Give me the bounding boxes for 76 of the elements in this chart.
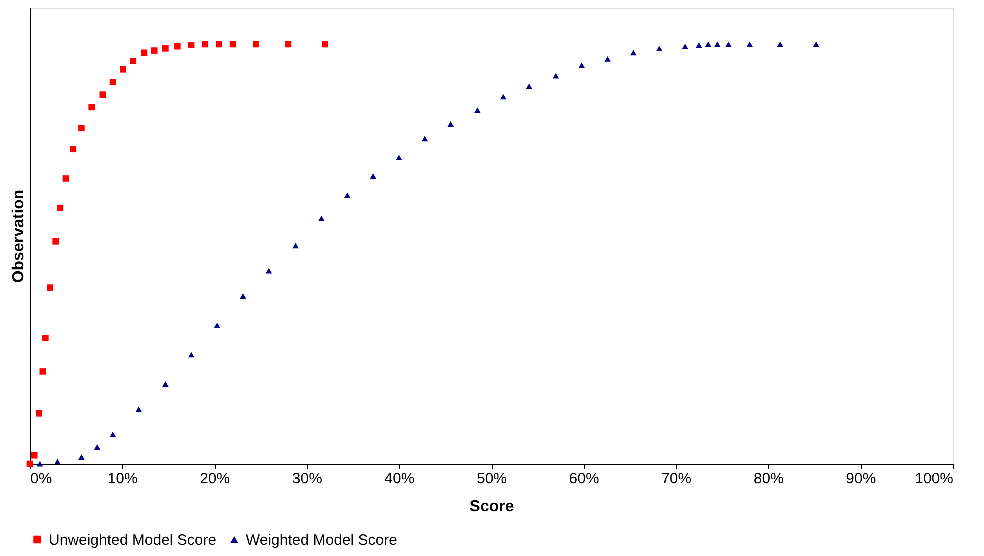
point (110, 79, 116, 86)
x-tick-label: 10% (108, 470, 138, 488)
legend-label: Unweighted Model Score (49, 532, 217, 549)
point (726, 42, 732, 48)
point (448, 121, 454, 127)
point (52, 238, 60, 245)
point (714, 42, 721, 48)
point (162, 382, 169, 388)
point (214, 322, 221, 328)
point (78, 125, 85, 132)
point (746, 42, 754, 48)
point (318, 216, 325, 222)
point (120, 66, 126, 73)
x-tick-label: 60% (569, 470, 600, 488)
point (31, 452, 38, 459)
point (705, 42, 712, 48)
x-tick-label: 30% (292, 470, 322, 488)
legend-label: Weighted Model Score (246, 532, 398, 549)
point (216, 41, 222, 48)
point (322, 41, 329, 48)
point (604, 56, 611, 62)
point (656, 46, 663, 52)
point (36, 410, 42, 417)
x-tick-label: 70% (662, 470, 692, 488)
x-tick-label: 90% (846, 470, 876, 488)
x-tick-label: 40% (384, 470, 415, 488)
point (88, 104, 96, 111)
point (136, 406, 142, 412)
x-axis-title: Score (470, 498, 514, 516)
point (422, 136, 428, 142)
y-axis-title: Observation (10, 190, 28, 284)
x-tick-label: 100% (915, 470, 954, 488)
point (54, 459, 61, 465)
point (266, 268, 272, 274)
point (682, 44, 688, 50)
point (141, 50, 148, 56)
point (62, 176, 70, 182)
x-tick-label: 80% (754, 470, 784, 488)
point (526, 84, 533, 90)
point (57, 204, 64, 212)
point (100, 92, 106, 98)
point (78, 454, 85, 460)
point (578, 62, 586, 68)
point (26, 460, 34, 468)
point (813, 42, 820, 48)
point (94, 444, 101, 450)
point (36, 461, 44, 467)
x-tick-label: 20% (200, 470, 230, 488)
point (252, 41, 260, 48)
x-tick-label: 50% (476, 470, 508, 488)
point (162, 46, 169, 52)
point (174, 43, 181, 50)
point (630, 50, 637, 56)
point (696, 42, 702, 48)
point (344, 192, 351, 198)
x-tick-label: 0% (30, 470, 52, 488)
point (130, 58, 137, 64)
point (151, 48, 158, 54)
point (47, 284, 54, 291)
point (40, 368, 46, 375)
point (70, 146, 77, 153)
point (42, 334, 49, 342)
point (202, 41, 209, 48)
point (292, 243, 299, 249)
point (777, 42, 784, 48)
point (230, 41, 236, 48)
point (285, 41, 292, 48)
point (188, 42, 195, 48)
point (552, 73, 560, 79)
point (500, 94, 507, 100)
point (110, 432, 116, 438)
point (370, 173, 377, 179)
point (240, 293, 246, 299)
point (474, 108, 481, 114)
point (188, 352, 195, 358)
point (396, 155, 402, 160)
